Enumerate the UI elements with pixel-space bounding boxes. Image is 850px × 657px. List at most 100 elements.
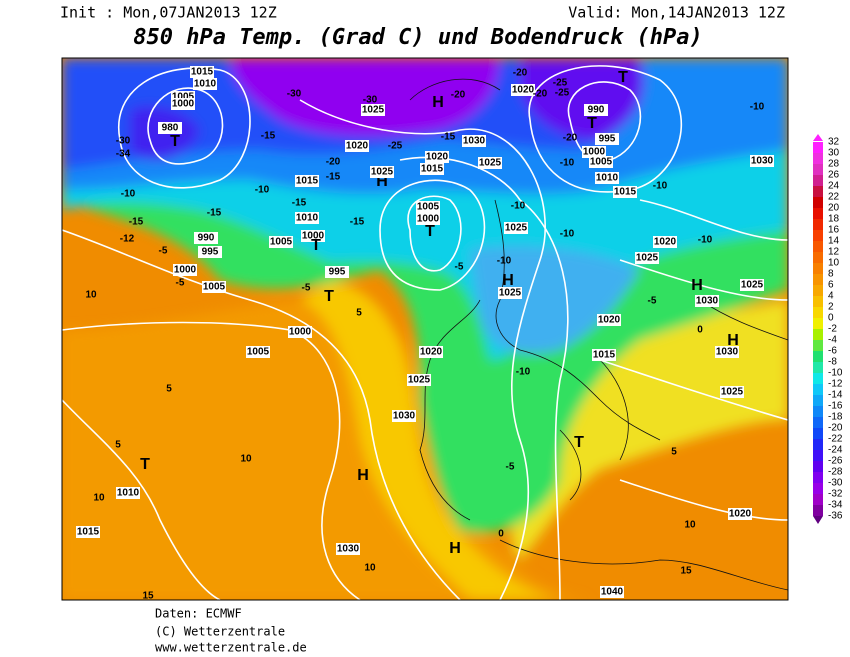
isotherm-label: 10 — [85, 290, 97, 301]
isobar-label: 1000 — [583, 147, 606, 158]
isobar-label: 1025 — [499, 288, 522, 299]
isobar-label-bg — [425, 151, 449, 163]
colorbar-arrow-bottom — [813, 516, 823, 524]
colorbar-cell — [813, 439, 823, 450]
isobar-label-bg — [336, 543, 360, 555]
isobar-label-bg — [595, 133, 619, 145]
colorbar-cell — [813, 219, 823, 230]
colorbar-cell — [813, 263, 823, 274]
colorbar-label: 14 — [828, 236, 840, 247]
colorbar-label: 6 — [828, 280, 834, 291]
isotherm-label: 10 — [364, 563, 376, 574]
isobar-label: 1020 — [346, 141, 369, 152]
isotherm-label: 10 — [684, 520, 696, 531]
colorbar-cell — [813, 406, 823, 417]
isobar-label: 1020 — [426, 152, 449, 163]
colorbar-cell — [813, 395, 823, 406]
isobar-label: 1005 — [203, 282, 226, 293]
colorbar-label: 2 — [828, 302, 834, 313]
isobar-label-bg — [416, 201, 440, 213]
isobar-label: 1025 — [636, 253, 659, 264]
colorbar-label: -26 — [828, 456, 843, 467]
colorbar-label: 20 — [828, 203, 840, 214]
isotherm-label: -5 — [506, 462, 515, 473]
isobar-label-bg — [595, 172, 619, 184]
colorbar-label: 24 — [828, 181, 840, 192]
isobar-label-bg — [511, 84, 535, 96]
isobar-label: 1015 — [421, 164, 444, 175]
isobar-label-bg — [419, 346, 443, 358]
colorbar-label: -12 — [828, 379, 843, 390]
pressure-center: T — [311, 237, 321, 254]
isobar-label: 1020 — [512, 85, 535, 96]
colorbar-cell — [813, 428, 823, 439]
isobar-label-bg — [171, 98, 195, 110]
isotherm-label: -10 — [698, 235, 713, 246]
pressure-center: T — [425, 223, 435, 240]
isotherm-label: -15 — [441, 132, 456, 143]
pressure-center: T — [324, 288, 334, 305]
colorbar-label: -22 — [828, 434, 843, 445]
isobar-label: 1020 — [598, 315, 621, 326]
isotherm-label: 0 — [498, 529, 504, 540]
isotherm-label: -10 — [653, 181, 668, 192]
pressure-center: T — [140, 456, 150, 473]
isobar-label: 990 — [198, 233, 215, 244]
isobar-label: 1005 — [247, 347, 270, 358]
isotherm-label: -30 — [363, 95, 378, 106]
isobar-label-bg — [600, 586, 624, 598]
isobar-label-bg — [416, 213, 440, 225]
isotherm-label: -10 — [497, 256, 512, 267]
pressure-center: T — [574, 434, 584, 451]
isotherm-label: -20 — [451, 90, 466, 101]
colorbar-label: -14 — [828, 390, 843, 401]
map-title: 850 hPa Temp. (Grad C) und Bodendruck (h… — [133, 25, 703, 50]
colorbar-cell — [813, 307, 823, 318]
isobar-label: 1005 — [417, 202, 440, 213]
isotherm-label: -10 — [750, 102, 765, 113]
isotherm-label: -12 — [120, 234, 135, 245]
pressure-center: T — [587, 115, 597, 132]
isobar-label-bg — [173, 264, 197, 276]
pressure-center: H — [432, 94, 444, 111]
colorbar-label: -32 — [828, 489, 843, 500]
colorbar-label: 12 — [828, 247, 840, 258]
colorbar-label: -18 — [828, 412, 843, 423]
isobar-label-bg — [116, 487, 140, 499]
isotherm-label: -15 — [292, 198, 307, 209]
colorbar-cell — [813, 153, 823, 164]
isotherm-label: -25 — [555, 88, 570, 99]
colorbar-label: -6 — [828, 346, 837, 357]
isobar-label-bg — [597, 314, 621, 326]
isotherm-label: -5 — [302, 283, 311, 294]
isotherm-label: 10 — [93, 493, 105, 504]
isobar-label: 1020 — [654, 237, 677, 248]
colorbar-cell — [813, 318, 823, 329]
colorbar-cell — [813, 241, 823, 252]
colorbar-cell — [813, 461, 823, 472]
isobar-label: 1015 — [614, 187, 637, 198]
isobar-label: 1025 — [505, 223, 528, 234]
colorbar-cell — [813, 472, 823, 483]
isobar-label: 1030 — [751, 156, 774, 167]
isobar-label-bg — [462, 135, 486, 147]
isobar-label-bg — [301, 230, 325, 242]
colorbar-label: -36 — [828, 511, 843, 522]
colorbar-cell — [813, 230, 823, 241]
colorbar-cell — [813, 505, 823, 516]
colorbar-cell — [813, 285, 823, 296]
isobar-label-bg — [653, 236, 677, 248]
colorbar-cell — [813, 142, 823, 153]
isobar-label: 1025 — [362, 105, 385, 116]
isobar-label: 980 — [162, 123, 179, 134]
isotherm-label: -10 — [121, 189, 136, 200]
colorbar-label: 18 — [828, 214, 840, 225]
isobar-label: 1000 — [174, 265, 197, 276]
colorbar-label: -34 — [828, 500, 843, 511]
colorbar-label: 28 — [828, 159, 840, 170]
isotherm-label: 0 — [697, 325, 703, 336]
isobar-label-bg — [715, 346, 739, 358]
colorbar-cell — [813, 274, 823, 285]
isobar-label-bg — [345, 140, 369, 152]
isobar-label-bg — [288, 326, 312, 338]
